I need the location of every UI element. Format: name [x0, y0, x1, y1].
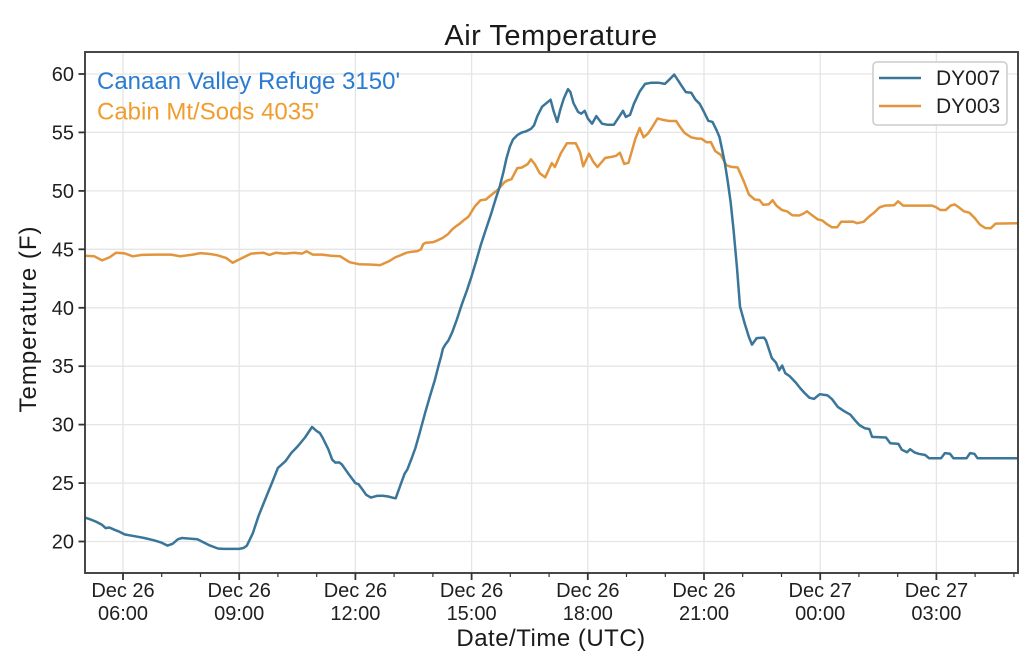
svg-text:DY007: DY007 — [936, 67, 1000, 90]
svg-text:03:00: 03:00 — [911, 603, 961, 625]
svg-text:Dec 26: Dec 26 — [91, 580, 154, 602]
svg-text:00:00: 00:00 — [795, 603, 845, 625]
svg-text:25: 25 — [52, 473, 74, 495]
svg-text:20: 20 — [52, 532, 74, 554]
svg-text:Dec 27: Dec 27 — [789, 580, 852, 602]
svg-text:55: 55 — [52, 122, 74, 144]
svg-text:21:00: 21:00 — [679, 603, 729, 625]
svg-text:Dec 26: Dec 26 — [440, 580, 503, 602]
svg-text:40: 40 — [52, 298, 74, 320]
svg-text:Canaan Valley Refuge 3150': Canaan Valley Refuge 3150' — [97, 68, 400, 95]
svg-text:Dec 26: Dec 26 — [556, 580, 619, 602]
svg-text:Dec 26: Dec 26 — [208, 580, 271, 602]
svg-text:Dec 26: Dec 26 — [672, 580, 735, 602]
svg-text:12:00: 12:00 — [330, 603, 380, 625]
svg-text:60: 60 — [52, 64, 74, 86]
svg-text:30: 30 — [52, 415, 74, 437]
svg-text:Air Temperature: Air Temperature — [444, 20, 657, 52]
svg-text:Temperature (F): Temperature (F) — [15, 225, 42, 412]
svg-text:Cabin Mt/Sods 4035': Cabin Mt/Sods 4035' — [97, 99, 319, 126]
svg-text:45: 45 — [52, 239, 74, 261]
svg-text:Dec 27: Dec 27 — [905, 580, 968, 602]
svg-text:35: 35 — [52, 356, 74, 378]
svg-text:09:00: 09:00 — [214, 603, 264, 625]
svg-text:Dec 26: Dec 26 — [324, 580, 387, 602]
svg-text:15:00: 15:00 — [447, 603, 497, 625]
svg-text:50: 50 — [52, 181, 74, 203]
svg-text:18:00: 18:00 — [563, 603, 613, 625]
svg-text:Date/Time (UTC): Date/Time (UTC) — [456, 625, 645, 652]
svg-text:DY003: DY003 — [936, 95, 1000, 118]
svg-text:06:00: 06:00 — [98, 603, 148, 625]
